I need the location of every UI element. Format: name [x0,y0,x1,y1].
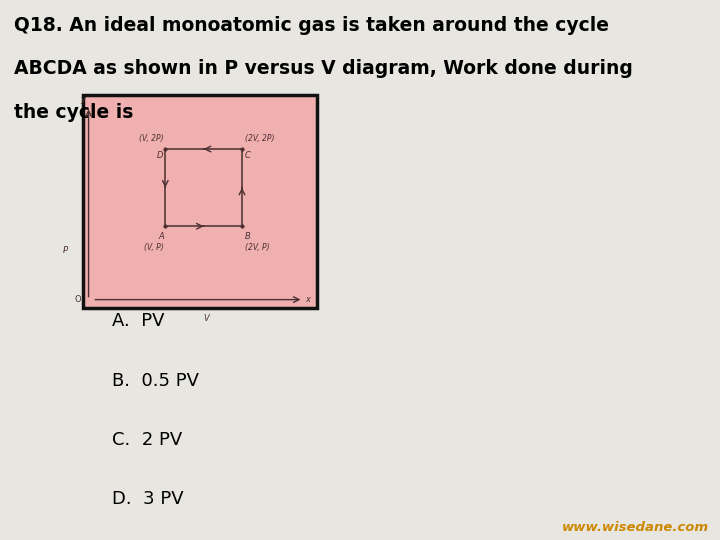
Text: Q18. An ideal monoatomic gas is taken around the cycle: Q18. An ideal monoatomic gas is taken ar… [14,16,609,35]
Text: ABCDA as shown in P versus V diagram, Work done during: ABCDA as shown in P versus V diagram, Wo… [14,59,634,78]
Text: the cycle is: the cycle is [14,103,134,122]
Text: (2V, P): (2V, P) [245,243,270,252]
Bar [83,94,317,308]
Text: www.wisedane.com: www.wisedane.com [562,521,709,534]
Text: x: x [305,295,310,304]
Text: B: B [245,232,251,241]
Text: C.  2 PV: C. 2 PV [112,431,182,449]
Text: V: V [204,314,210,323]
Text: (V, P): (V, P) [144,243,163,252]
Text: y: y [81,95,86,104]
Text: A: A [158,232,163,241]
Text: (V, 2P): (V, 2P) [139,134,163,143]
Text: D: D [157,151,163,159]
Text: D.  3 PV: D. 3 PV [112,490,183,509]
Text: (2V, 2P): (2V, 2P) [245,134,274,143]
Text: B.  0.5 PV: B. 0.5 PV [112,372,199,390]
Text: P: P [63,246,68,254]
Text: A.  PV: A. PV [112,312,164,330]
Text: O: O [74,295,81,304]
Text: C: C [245,151,251,159]
